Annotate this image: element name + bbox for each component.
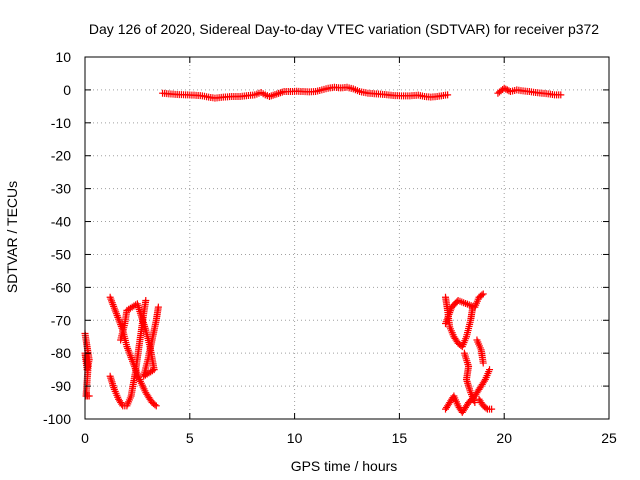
data-point [154, 303, 162, 311]
y-tick-label: -90 [51, 378, 71, 394]
data-point [118, 400, 126, 408]
data-point [500, 84, 508, 92]
data-point [486, 366, 494, 374]
data-point [502, 85, 510, 93]
y-tick-label: -70 [51, 312, 71, 328]
data-point [479, 290, 487, 298]
chart-title: Day 126 of 2020, Sidereal Day-to-day VTE… [89, 21, 599, 37]
data-point [471, 399, 479, 407]
data-point [480, 377, 488, 385]
data-point [152, 402, 160, 410]
x-tick-label: 10 [287, 430, 303, 446]
y-tick-label: 10 [55, 49, 71, 65]
y-tick-label: -60 [51, 279, 71, 295]
y-tick-label: -20 [51, 148, 71, 164]
plot-frame [84, 56, 610, 420]
data-point [557, 91, 565, 99]
y-tick-label: -30 [51, 181, 71, 197]
data-point [151, 401, 159, 409]
x-tick-label: 25 [601, 430, 617, 446]
x-axis-label: GPS time / hours [291, 458, 398, 474]
data-point [85, 392, 93, 400]
y-tick-label: -100 [43, 411, 71, 427]
data-point [488, 405, 496, 413]
series-2 [442, 290, 496, 416]
x-tick-label: 15 [392, 430, 408, 446]
series-0 [159, 83, 565, 102]
x-tick-label: 5 [186, 430, 194, 446]
series-1 [81, 293, 162, 410]
y-tick-label: 0 [63, 82, 71, 98]
data-point [482, 404, 490, 412]
data-point [444, 91, 452, 99]
data-point [503, 86, 511, 94]
data-point [142, 297, 150, 305]
axis-ticks: 0 5 10 15 20 25 10 0 -10 -20 -30 -40 -50 -60 -70 -80 -90… [43, 49, 617, 446]
y-tick-label: -40 [51, 214, 71, 230]
y-tick-label: -10 [51, 115, 71, 131]
x-tick-label: 0 [81, 430, 89, 446]
x-tick-label: 20 [496, 430, 512, 446]
y-axis-label: SDTVAR / TECUs [4, 181, 20, 293]
y-tick-label: -50 [51, 246, 71, 262]
data-point [478, 291, 486, 299]
grid-lines [85, 57, 609, 419]
data-point [479, 359, 487, 367]
y-tick-label: -80 [51, 345, 71, 361]
data-markers [81, 83, 565, 416]
